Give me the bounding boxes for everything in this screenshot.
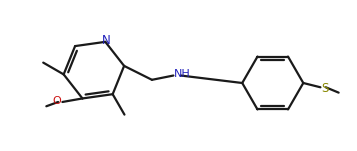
Text: O: O xyxy=(52,96,61,106)
Text: N: N xyxy=(102,34,111,47)
Text: NH: NH xyxy=(174,69,191,79)
Text: S: S xyxy=(322,82,329,95)
